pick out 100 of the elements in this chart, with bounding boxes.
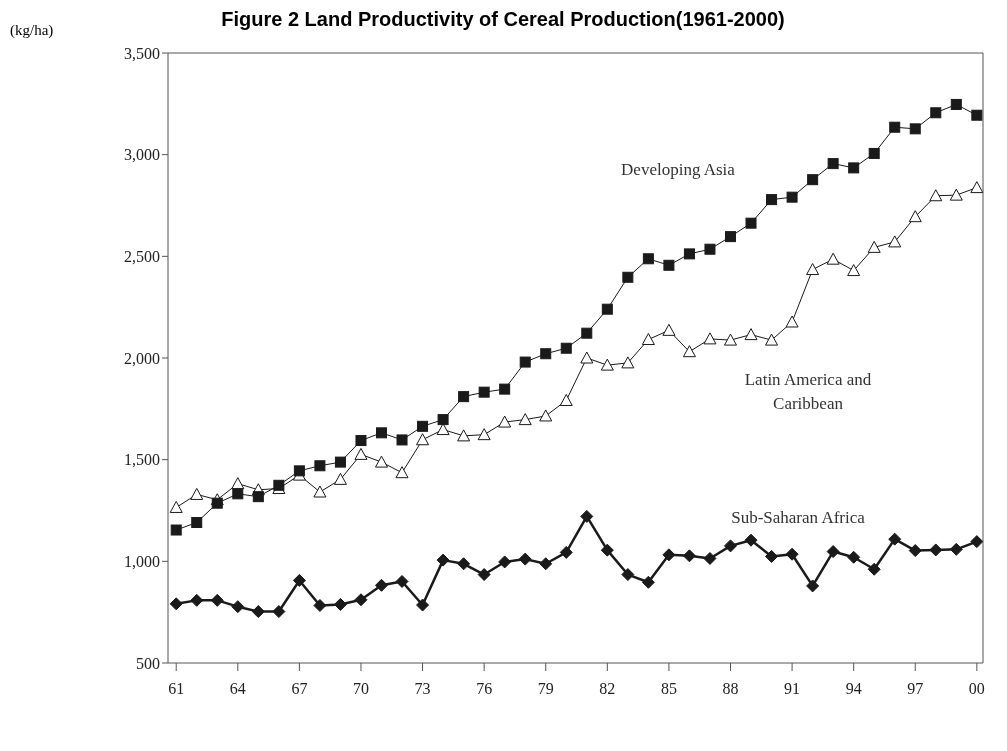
point (909, 123, 921, 135)
x-tick-label: 73 (414, 680, 431, 698)
point (745, 217, 757, 229)
x-tick-label: 64 (229, 680, 246, 698)
point (621, 568, 635, 582)
x-tick-label: 76 (476, 680, 493, 698)
point (232, 488, 244, 500)
x-tick-label: 94 (845, 680, 862, 698)
point (499, 383, 511, 395)
point (395, 466, 409, 479)
point (848, 162, 860, 174)
point (457, 429, 471, 442)
point (723, 539, 737, 553)
y-tick-label: 2,000 (124, 349, 160, 367)
point (375, 578, 388, 592)
point (210, 593, 224, 607)
point (868, 147, 880, 159)
point (683, 248, 695, 260)
point (889, 121, 901, 133)
point (744, 328, 758, 341)
point (334, 456, 346, 468)
point (807, 174, 819, 186)
point (641, 333, 655, 345)
point (662, 548, 676, 562)
point (806, 263, 820, 276)
point (170, 524, 182, 536)
point (272, 605, 286, 619)
point (908, 210, 922, 223)
point (498, 415, 512, 428)
point (641, 575, 655, 589)
point (313, 485, 327, 498)
y-axis-title: (kg/ha) (10, 22, 54, 39)
point (355, 435, 367, 447)
point (416, 433, 430, 446)
point (826, 252, 840, 265)
point (169, 500, 183, 513)
point (395, 574, 409, 588)
point (458, 391, 470, 403)
point (724, 231, 736, 243)
point (621, 356, 635, 369)
point (231, 477, 245, 490)
point (314, 460, 326, 472)
point (190, 487, 204, 500)
point (766, 194, 778, 206)
point (169, 597, 183, 611)
point (478, 386, 490, 398)
x-tick-label: 79 (537, 680, 554, 698)
point (601, 303, 613, 315)
point (417, 420, 429, 432)
point (949, 542, 963, 556)
point (703, 332, 717, 345)
point (376, 427, 387, 439)
point (477, 428, 491, 441)
point (970, 535, 983, 549)
point (908, 544, 922, 558)
point (375, 455, 388, 468)
point (191, 517, 203, 528)
point (498, 555, 512, 569)
point (580, 509, 594, 523)
point (457, 557, 471, 571)
point (211, 497, 223, 509)
x-tick-label: 67 (291, 680, 308, 698)
point (333, 472, 347, 485)
y-tick-label: 1,000 (124, 553, 160, 571)
x-tick-label: 97 (907, 680, 924, 698)
y-tick-label: 1,500 (124, 451, 160, 469)
point (950, 98, 962, 110)
x-tick-label: 70 (352, 680, 369, 698)
point (581, 327, 593, 339)
point (333, 597, 347, 611)
x-tick-label: 82 (599, 680, 616, 698)
point (704, 243, 716, 255)
x-tick-label: 61 (168, 680, 185, 698)
point (682, 549, 696, 563)
point (867, 240, 881, 253)
point (518, 552, 532, 566)
point (826, 545, 840, 559)
point (518, 413, 532, 426)
point (416, 598, 430, 612)
point (785, 315, 799, 328)
point (744, 533, 758, 547)
point (930, 107, 942, 119)
point (251, 605, 265, 619)
point (559, 394, 573, 406)
point (765, 549, 779, 563)
point (600, 358, 614, 371)
point (540, 348, 552, 360)
point (949, 188, 963, 201)
point (519, 356, 531, 368)
point (190, 593, 204, 607)
point (827, 158, 839, 170)
x-tick-label: 88 (722, 680, 739, 698)
point (539, 557, 553, 571)
x-tick-label: 00 (968, 680, 985, 698)
point (970, 181, 983, 194)
point (785, 547, 799, 561)
point (293, 465, 305, 477)
point (723, 333, 737, 346)
point (888, 532, 902, 546)
point (682, 345, 696, 358)
